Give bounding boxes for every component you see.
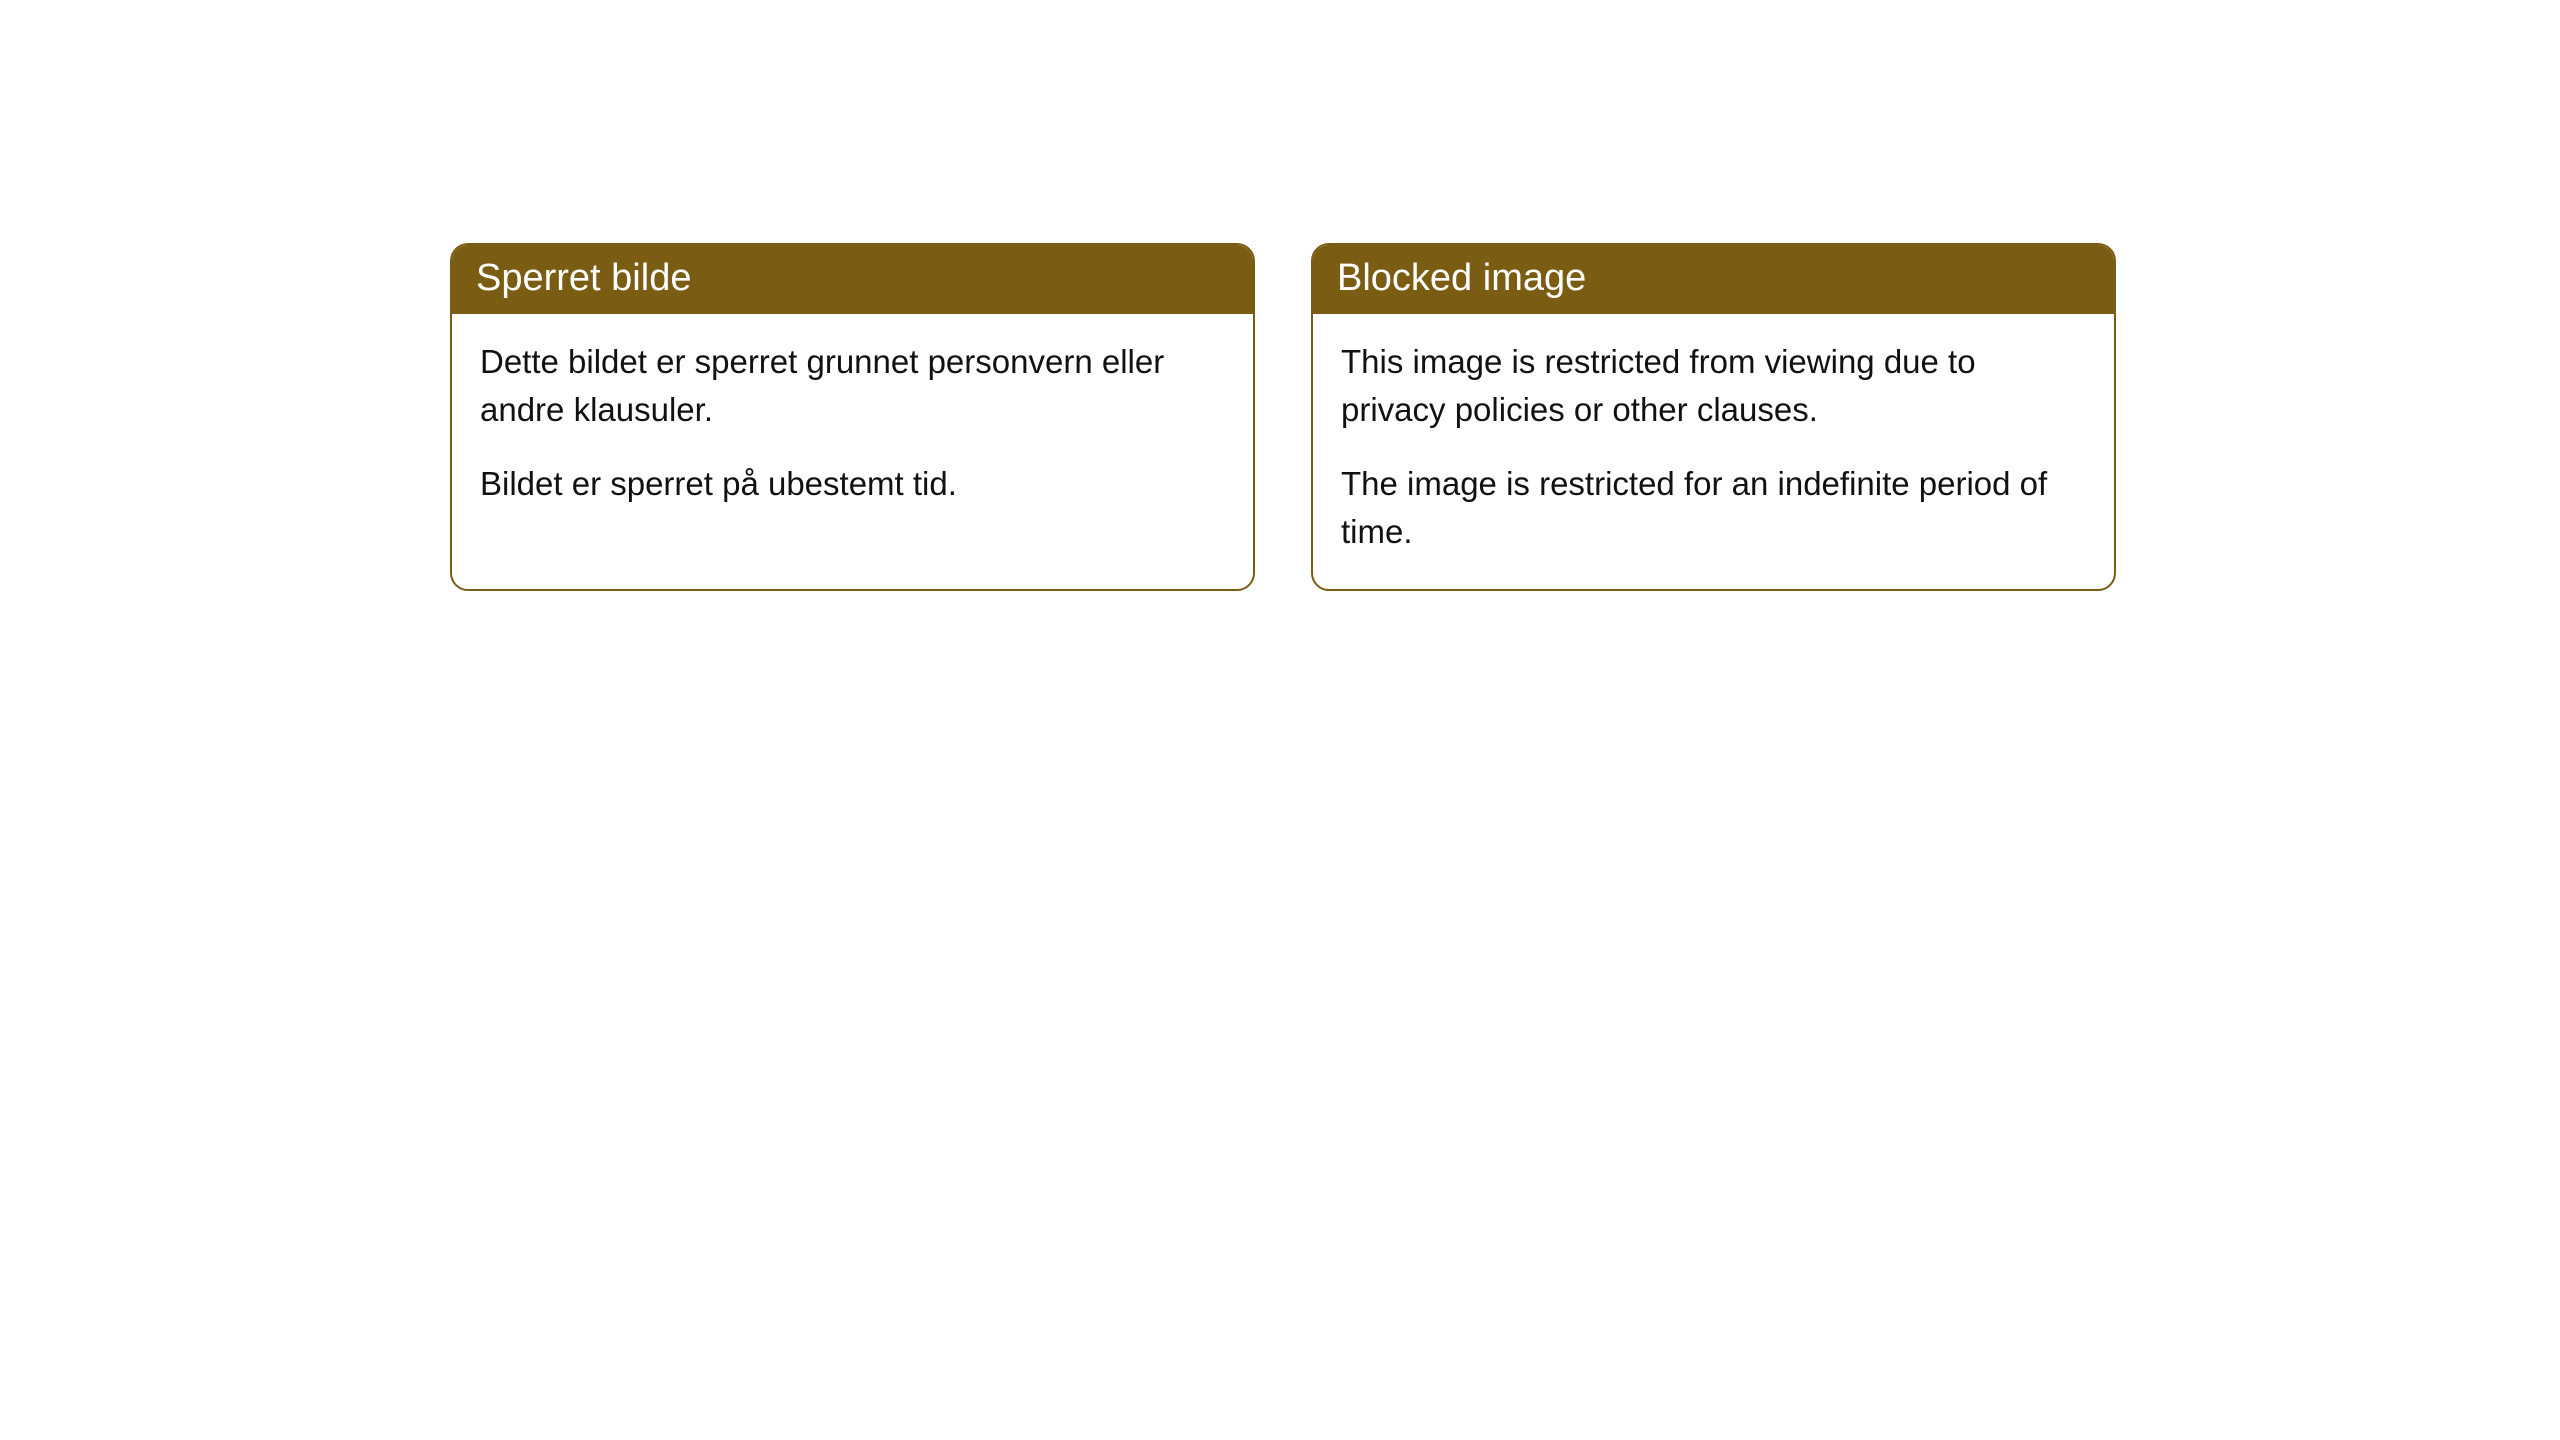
blocked-image-panel-english: Blocked image This image is restricted f…: [1311, 243, 2116, 591]
panel-body: Dette bildet er sperret grunnet personve…: [452, 314, 1253, 542]
panel-body: This image is restricted from viewing du…: [1313, 314, 2114, 589]
panel-body-paragraph: This image is restricted from viewing du…: [1341, 338, 2086, 434]
panel-body-paragraph: Dette bildet er sperret grunnet personve…: [480, 338, 1225, 434]
panel-header: Sperret bilde: [452, 245, 1253, 314]
notice-container: Sperret bilde Dette bildet er sperret gr…: [450, 243, 2116, 591]
blocked-image-panel-norwegian: Sperret bilde Dette bildet er sperret gr…: [450, 243, 1255, 591]
panel-body-paragraph: The image is restricted for an indefinit…: [1341, 460, 2086, 556]
panel-body-paragraph: Bildet er sperret på ubestemt tid.: [480, 460, 1225, 508]
panel-header: Blocked image: [1313, 245, 2114, 314]
